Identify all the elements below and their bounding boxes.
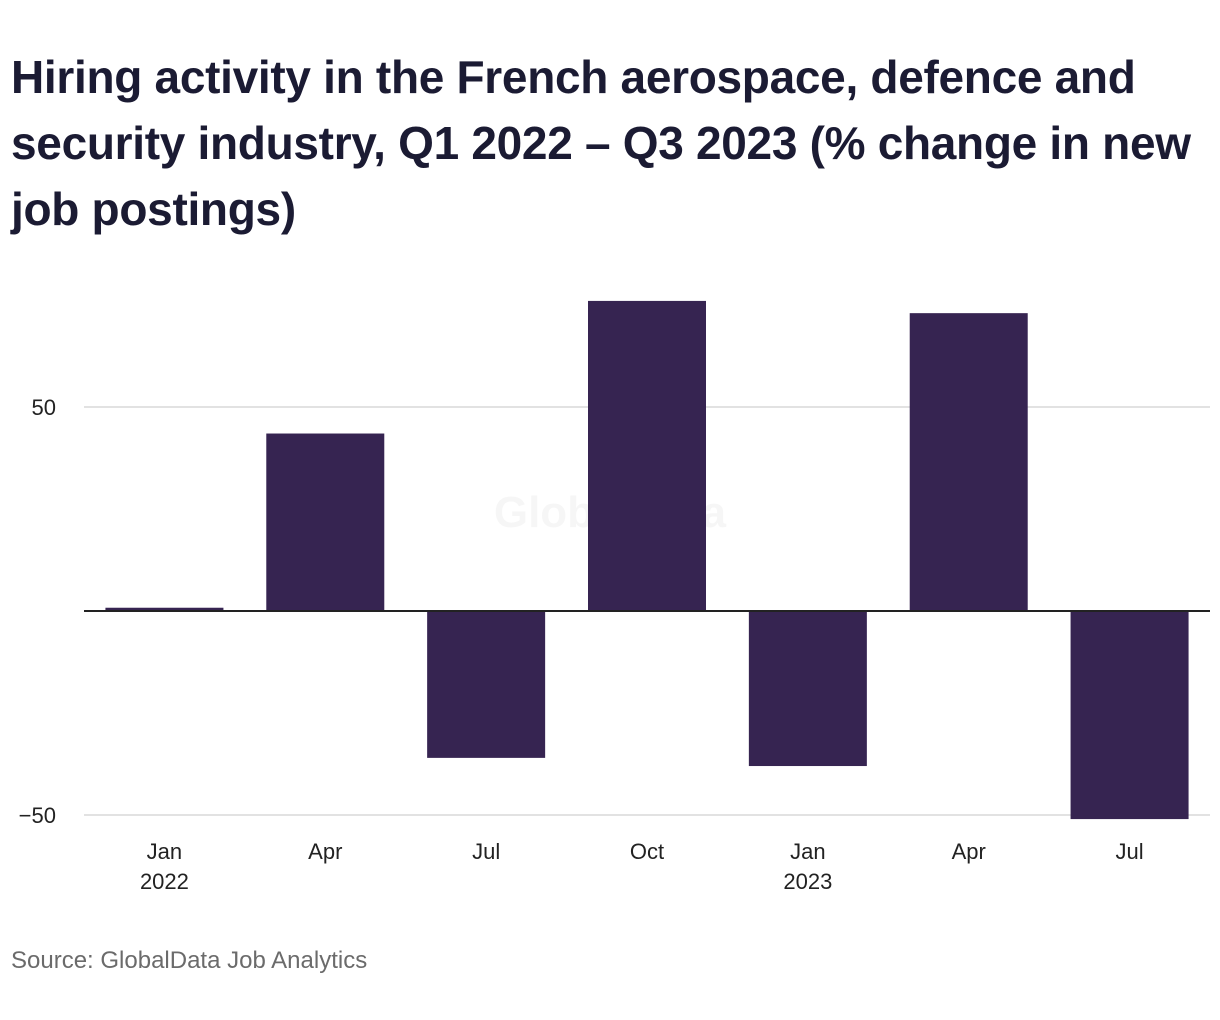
x-tick-label: Jan [147, 839, 182, 864]
x-tick-label: Oct [630, 839, 664, 864]
x-tick-label: Apr [308, 839, 342, 864]
chart-title: Hiring activity in the French aerospace,… [11, 51, 1191, 235]
bar [588, 300, 706, 611]
y-tick-label: 50 [32, 395, 56, 420]
x-tick-label: Jul [472, 839, 500, 864]
bar [909, 313, 1028, 611]
bar [427, 611, 546, 758]
y-tick-label: −50 [19, 803, 56, 828]
bar [748, 611, 867, 767]
x-tick-year-label: 2023 [783, 869, 832, 894]
y-axis-ticks: 50 −50 [19, 395, 56, 828]
bars [105, 300, 1189, 820]
x-tick-year-label: 2022 [140, 869, 189, 894]
x-axis-ticks: Jan 2022 Apr Jul Oct Jan 2023 Apr Jul [140, 839, 1144, 894]
x-tick-label: Apr [952, 839, 986, 864]
bar [105, 607, 224, 611]
source-note: Source: GlobalData Job Analytics [11, 947, 368, 974]
bar [1070, 611, 1189, 820]
x-tick-label: Jan [790, 839, 825, 864]
bar [266, 433, 385, 611]
x-tick-label: Jul [1116, 839, 1144, 864]
